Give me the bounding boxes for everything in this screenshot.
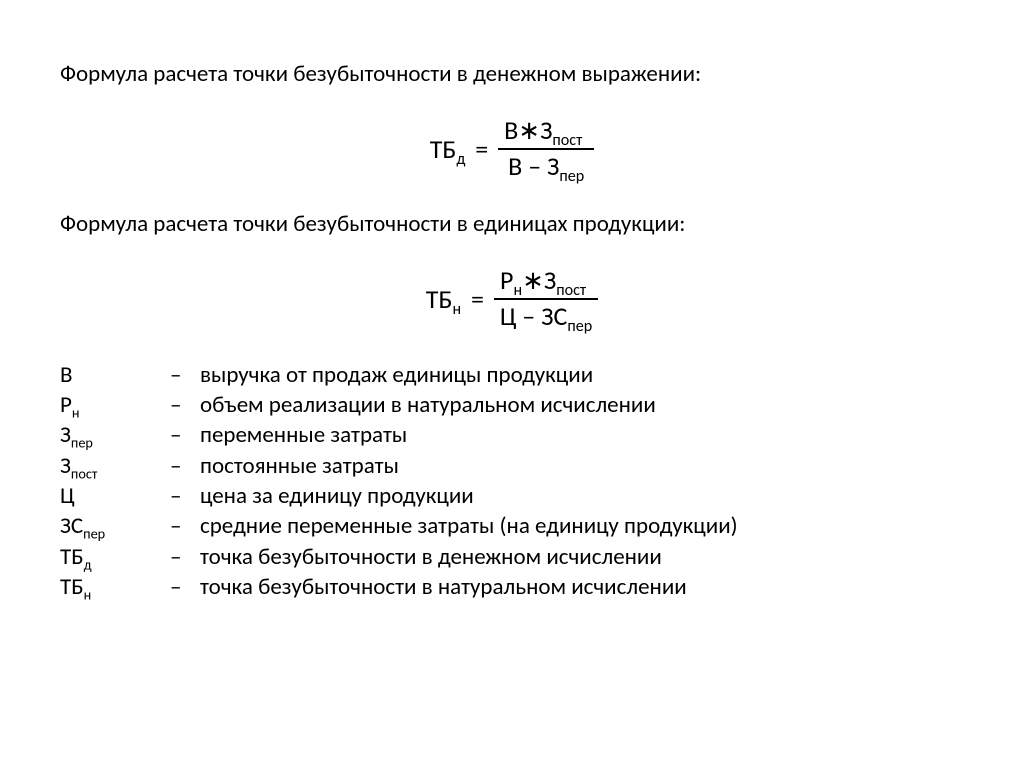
definition-symbol-sub: д (84, 555, 92, 573)
definition-symbol-base: Р (60, 391, 72, 419)
formula-2-denominator: Ц – ЗСпер (494, 300, 598, 332)
definition-dash: – (170, 420, 200, 450)
formula-2-lhs-base: ТБ (426, 283, 453, 315)
definition-text: точка безубыточности в натуральном исчис… (200, 572, 964, 602)
formula-2-den-right-sub: пер (567, 317, 592, 336)
formula-1-num-left: В (504, 114, 518, 146)
definition-symbol-sub: н (72, 404, 80, 422)
formula-1: ТБд = В∗Зпост В – Зпер (60, 116, 964, 182)
formula-1-lhs: ТБд (430, 133, 466, 165)
formula-1-fraction: В∗Зпост В – Зпер (498, 116, 594, 182)
formula-2-den-op: – (516, 300, 541, 332)
definition-symbol: Рн (60, 390, 170, 420)
definition-dash: – (170, 572, 200, 602)
formula-2: ТБн = Рн∗Зпост Ц – ЗСпер (60, 266, 964, 332)
definition-symbol-sub: пост (71, 464, 97, 482)
definition-dash: – (170, 481, 200, 511)
formula-2-equals: = (471, 283, 484, 315)
definition-symbol-base: ТБ (60, 573, 84, 601)
definition-symbol: ТБн (60, 572, 170, 602)
definition-symbol-base: З (60, 452, 71, 480)
formula-1-den-left: В (508, 150, 522, 182)
definitions-list: В – выручка от продаж единицы продукции … (60, 360, 964, 603)
definition-row: Зпост – постоянные затраты (60, 451, 964, 481)
definition-symbol-base: В (60, 361, 73, 389)
definition-symbol-base: ЗС (60, 512, 83, 540)
definition-text: постоянные затраты (200, 451, 964, 481)
definition-row: Зпер – переменные затраты (60, 420, 964, 450)
definition-symbol-sub: пер (71, 434, 93, 452)
definition-row: Ц – цена за единицу продукции (60, 481, 964, 511)
definition-dash: – (170, 451, 200, 481)
heading-1: Формула расчета точки безубыточности в д… (60, 60, 964, 88)
formula-1-num-op: ∗ (518, 114, 540, 146)
formula-1-num-right-base: З (540, 114, 552, 146)
definition-symbol: Зпер (60, 420, 170, 450)
definition-symbol-base: ТБ (60, 543, 84, 571)
formula-2-lhs-sub: н (452, 300, 461, 319)
definition-row: ЗСпер – средние переменные затраты (на е… (60, 511, 964, 541)
formula-2-num-right-sub: пост (556, 281, 586, 300)
formula-1-den-right-base: З (547, 150, 559, 182)
definition-text: средние переменные затраты (на единицу п… (200, 511, 964, 541)
definition-symbol-base: З (60, 421, 71, 449)
definition-symbol: Ц (60, 481, 170, 511)
formula-2-num-left-base: Р (500, 264, 513, 296)
formula-1-den-right-sub: пер (559, 167, 584, 186)
formula-2-num-op: ∗ (522, 264, 544, 296)
formula-1-numerator: В∗Зпост (498, 116, 594, 150)
formula-2-num-right-base: З (544, 264, 556, 296)
document-page: Формула расчета точки безубыточности в д… (0, 0, 1024, 602)
formula-2-fraction: Рн∗Зпост Ц – ЗСпер (494, 266, 598, 332)
definition-symbol-base: Ц (60, 482, 75, 510)
definition-symbol: ТБд (60, 542, 170, 572)
definition-symbol-sub: пер (83, 525, 105, 543)
definition-dash: – (170, 360, 200, 390)
definition-dash: – (170, 511, 200, 541)
definition-text: переменные затраты (200, 420, 964, 450)
definition-text: выручка от продаж единицы продукции (200, 360, 964, 390)
formula-1-num-right-sub: пост (552, 131, 582, 150)
definition-row: ТБд – точка безубыточности в денежном ис… (60, 542, 964, 572)
formula-1-lhs-sub: д (456, 150, 465, 169)
definition-symbol-sub: н (84, 586, 92, 604)
definition-symbol: ЗСпер (60, 511, 170, 541)
definition-text: точка безубыточности в денежном исчислен… (200, 542, 964, 572)
definition-text: объем реализации в натуральном исчислени… (200, 390, 964, 420)
formula-2-num-left-sub: н (513, 281, 522, 300)
heading-2: Формула расчета точки безубыточности в е… (60, 210, 964, 238)
definition-dash: – (170, 542, 200, 572)
definition-text: цена за единицу продукции (200, 481, 964, 511)
formula-2-numerator: Рн∗Зпост (494, 266, 598, 300)
formula-1-equals: = (475, 133, 488, 165)
definition-symbol: Зпост (60, 451, 170, 481)
definition-dash: – (170, 390, 200, 420)
formula-2-den-right-base: ЗС (541, 300, 567, 332)
formula-2-den-left: Ц (500, 300, 517, 332)
definition-row: В – выручка от продаж единицы продукции (60, 360, 964, 390)
formula-1-denominator: В – Зпер (498, 150, 594, 182)
definition-symbol: В (60, 360, 170, 390)
formula-1-den-op: – (522, 150, 547, 182)
formula-2-lhs: ТБн (426, 283, 461, 315)
formula-1-lhs-base: ТБ (430, 133, 457, 165)
definition-row: ТБн – точка безубыточности в натуральном… (60, 572, 964, 602)
definition-row: Рн – объем реализации в натуральном исчи… (60, 390, 964, 420)
